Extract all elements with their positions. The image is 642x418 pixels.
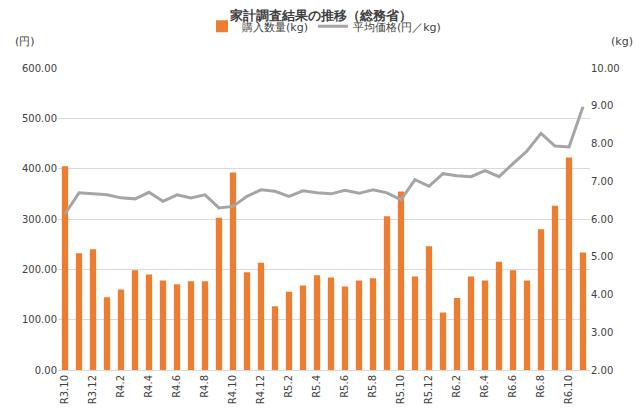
svg-text:R5.4: R5.4 xyxy=(311,375,322,398)
svg-text:100.00: 100.00 xyxy=(22,314,57,325)
svg-text:R6.4: R6.4 xyxy=(479,375,490,398)
svg-text:R5.6: R5.6 xyxy=(339,375,350,398)
svg-text:R4.6: R4.6 xyxy=(171,375,182,398)
svg-text:300.00: 300.00 xyxy=(22,214,57,225)
svg-text:R4.2: R4.2 xyxy=(115,375,126,398)
svg-text:400.00: 400.00 xyxy=(22,163,57,174)
svg-text:4.00: 4.00 xyxy=(591,289,613,300)
svg-text:R5.2: R5.2 xyxy=(283,375,294,398)
svg-text:R4.12: R4.12 xyxy=(255,375,266,404)
svg-text:家計調査結果の推移（総務省）: 家計調査結果の推移（総務省） xyxy=(229,8,412,23)
svg-text:R4.10: R4.10 xyxy=(227,375,238,404)
svg-text:7.00: 7.00 xyxy=(591,176,613,187)
svg-text:500.00: 500.00 xyxy=(22,113,57,124)
svg-text:9.00: 9.00 xyxy=(591,100,613,111)
svg-text:平均価格(円／kg): 平均価格(円／kg) xyxy=(353,21,441,34)
svg-text:0.00: 0.00 xyxy=(35,365,57,376)
svg-text:6.00: 6.00 xyxy=(591,214,613,225)
svg-text:3.00: 3.00 xyxy=(591,327,613,338)
svg-text:R6.6: R6.6 xyxy=(507,375,518,398)
svg-text:R5.8: R5.8 xyxy=(367,375,378,398)
svg-text:R6.8: R6.8 xyxy=(535,375,546,398)
svg-text:R5.12: R5.12 xyxy=(423,375,434,404)
svg-text:200.00: 200.00 xyxy=(22,264,57,275)
svg-text:R6.2: R6.2 xyxy=(451,375,462,398)
svg-text:R4.4: R4.4 xyxy=(143,375,154,398)
svg-text:(円): (円) xyxy=(15,35,35,48)
svg-text:(kg): (kg) xyxy=(611,35,633,48)
svg-text:2.00: 2.00 xyxy=(591,365,613,376)
svg-text:R3.12: R3.12 xyxy=(87,375,98,404)
svg-text:8.00: 8.00 xyxy=(591,138,613,149)
svg-text:購入数量(kg): 購入数量(kg) xyxy=(242,21,308,34)
svg-text:600.00: 600.00 xyxy=(22,63,57,74)
svg-text:5.00: 5.00 xyxy=(591,251,613,262)
svg-text:10.00: 10.00 xyxy=(591,63,620,74)
svg-text:R6.10: R6.10 xyxy=(563,375,574,404)
svg-text:R3.10: R3.10 xyxy=(59,375,70,404)
svg-text:R5.10: R5.10 xyxy=(395,375,406,404)
svg-text:R4.8: R4.8 xyxy=(199,375,210,398)
